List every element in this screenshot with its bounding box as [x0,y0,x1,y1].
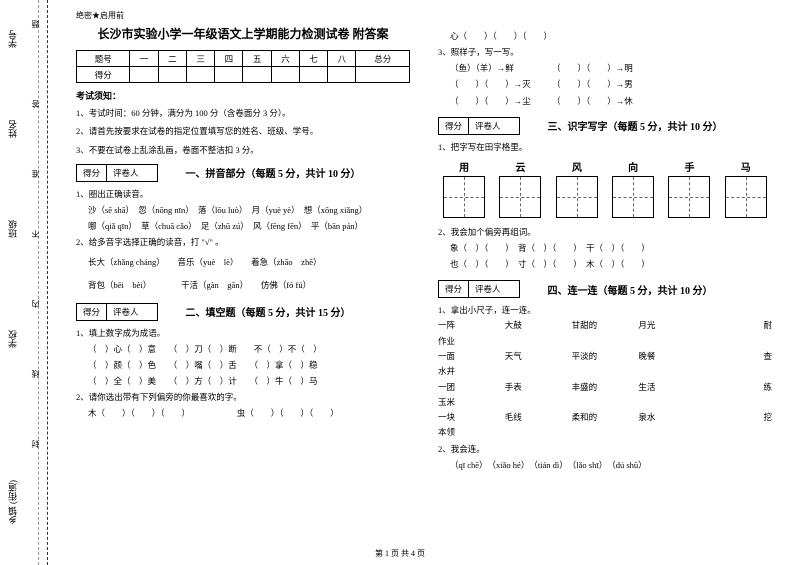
question-row: （鱼）（羊）→鲜 （ ）（ ）→明 [438,60,772,76]
question-row: 心（ ）（ ）（ ） [438,28,772,44]
score-box: 得分 评卷人 [438,280,520,298]
th: 二 [158,51,186,67]
section-title: 一、拼音部分（每题 5 分，共计 10 分） [186,165,361,180]
th: 五 [243,51,271,67]
cut-label: 不 [30,230,41,238]
th: 六 [271,51,299,67]
char: 云 [494,159,546,174]
notice-line: 3、不要在试卷上乱涂乱画，卷面不整洁扣 3 分。 [76,143,410,158]
exam-title: 长沙市实验小学一年级语文上学期能力检测试卷 附答案 [76,25,410,42]
cut-label: 线 [30,370,41,378]
section-title: 三、识字写字（每题 5 分，共计 10 分） [548,118,723,133]
score-box: 得分 评卷人 [76,303,158,321]
th: 三 [186,51,214,67]
score-box: 得分 评卷人 [438,117,520,135]
question: 2、我会加个偏旁再组词。 [438,224,772,240]
tian-box [725,176,767,218]
score-table: 题号 一 二 三 四 五 六 七 八 总分 得分 [76,50,410,83]
score-box-label: 得分 [439,281,469,297]
char-grid: 用 云 风 向 手 马 [438,159,772,218]
tian-box [499,176,541,218]
notice-line: 2、请首先按要求在试卷的指定位置填写您的姓名、班级、学号。 [76,124,410,139]
question-row: （ ）心（ ）意 （ ）刀（ ）断 不（ ）不（ ） [76,341,410,357]
th: 八 [328,51,356,67]
question-row: 哪（qiǎ qīn） 草（chuā cǎo） 足（zhū zú） 风（fēng … [76,218,410,234]
question-row: 象（ ）（ ） 背（ ）（ ） 干（ ）（ ） [438,240,772,256]
tian-box [668,176,710,218]
score-box-label: 评卷人 [469,281,519,297]
tian-box [443,176,485,218]
question-row: 木（ ）（ ）（ ） 虫（ ）（ ）（ ） [76,405,410,421]
score-box: 得分 评卷人 [76,164,158,182]
question: 1、圈出正确读音。 [76,186,410,202]
question: 2、给多音字选择正确的读音，打 "√" 。 [76,234,410,250]
th: 四 [215,51,243,67]
score-box-label: 评卷人 [469,118,519,134]
secret-label: 绝密★启用前 [76,10,410,21]
cut-label: 题 [30,20,41,28]
cut-label: 封 [30,440,41,448]
question-row: （ ）（ ）→灭 （ ）（ ）→男 [438,76,772,92]
th: 一 [130,51,158,67]
binding-label: 学校 [6,330,19,348]
binding-label: 班级 [6,220,19,238]
question-row: （ ）全（ ）美 （ ）方（ ）计 （ ）牛（ ）马 [76,373,410,389]
question-row: （ ）（ ）→尘 （ ）（ ）→休 [438,93,772,109]
question: 2、请你选出带有下列偏旁的你最喜欢的字。 [76,389,410,405]
score-box-label: 得分 [77,165,107,181]
th: 总分 [356,51,410,67]
left-column: 绝密★启用前 长沙市实验小学一年级语文上学期能力检测试卷 附答案 题号 一 二 … [66,10,420,565]
question: 1、把字写在田字格里。 [438,139,772,155]
cut-label: 答 [30,100,41,108]
char: 用 [438,159,490,174]
question-row: （qī chē） （xiǎo hé） （tián dì） （lǎo shī） （… [438,457,772,473]
question: 3、照样子，写一写。 [438,44,772,60]
question-row: 背包（bēi bèi） 干活（gàn gān） 仿佛（fó fú） [76,277,410,293]
char: 风 [551,159,603,174]
notice-title: 考试须知： [76,89,410,102]
td: 得分 [77,67,130,83]
tian-box [556,176,598,218]
question-row: 沙（sē shā） 忽（nōng nīn） 落（lōu luò） 月（yuè y… [76,202,410,218]
binding-label: 姓名 [6,120,19,138]
question-row: （ ）颜（ ）色 （ ）嘴（ ）舌 （ ）拿（ ）稳 [76,357,410,373]
char: 向 [607,159,659,174]
tian-box [612,176,654,218]
question: 1、拿出小尺子，连一连。 [438,302,772,318]
section-title: 二、填空题（每题 5 分，共计 15 分） [186,304,351,319]
score-box-label: 得分 [439,118,469,134]
question-row: 也（ ）（ ） 寸（ ）（ ） 木（ ）（ ） [438,256,772,272]
th: 七 [299,51,327,67]
question-row: 长大（zhǎng cháng） 音乐（yuè lè） 着急（zhāo zhē） [76,254,410,270]
score-box-label: 评卷人 [107,165,157,181]
score-box-label: 得分 [77,304,107,320]
th: 题号 [77,51,130,67]
question: 2、我会连。 [438,441,772,457]
page-footer: 第 1 页 共 4 页 [0,548,800,559]
content-area: 绝密★启用前 长沙市实验小学一年级语文上学期能力检测试卷 附答案 题号 一 二 … [48,0,800,565]
cut-label: 内 [30,300,41,308]
binding-label: 学号 [6,30,19,48]
match-grid: 一阵大鼓甘甜的月光耐 作业 一面天气平淡的晚餐查 水井 一团手表丰盛的生活练 玉… [438,318,772,440]
binding-margin: 学号 姓名 班级 学校 乡镇 (街道) 题 答 准 不 内 线 封 [0,0,48,565]
notice-line: 1、考试时间：60 分钟，满分为 100 分（含卷面分 3 分）。 [76,106,410,121]
binding-label: 乡镇 (街道) [6,480,19,524]
score-box-label: 评卷人 [107,304,157,320]
char: 手 [663,159,715,174]
question: 1、填上数字成为成语。 [76,325,410,341]
cut-label: 准 [30,170,41,178]
section-title: 四、连一连（每题 5 分，共计 10 分） [548,282,713,297]
char: 马 [720,159,772,174]
right-column: 心（ ）（ ）（ ） 3、照样子，写一写。 （鱼）（羊）→鲜 （ ）（ ）→明 … [428,10,782,565]
